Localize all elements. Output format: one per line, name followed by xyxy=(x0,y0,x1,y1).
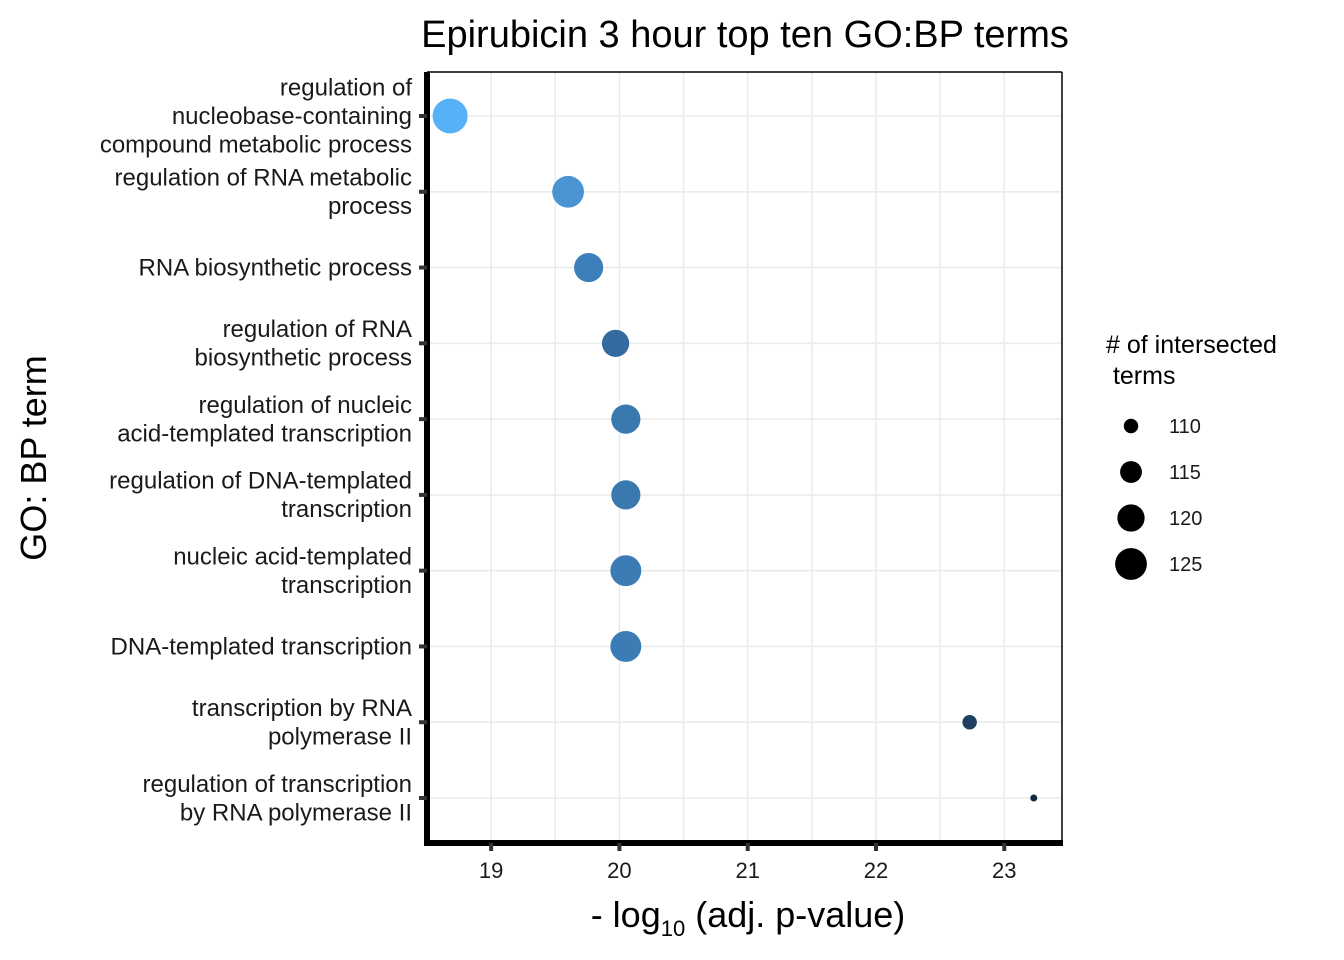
y-tick-label-line: compound metabolic process xyxy=(100,132,412,159)
y-tick-label: regulation of RNA biosynthetic process xyxy=(195,316,412,372)
y-tick-label: RNA biosynthetic process xyxy=(139,255,412,282)
x-axis-title-suffix: (adj. p-value) xyxy=(685,894,905,935)
data-point xyxy=(962,714,977,730)
legend-key xyxy=(1123,418,1139,434)
y-tick-label: regulation of transcription by RNA polyme… xyxy=(143,771,412,827)
x-axis-title-prefix: - log xyxy=(591,894,661,935)
data-point xyxy=(611,404,641,434)
y-tick-label-line: transcription xyxy=(281,572,412,599)
y-tick-label-line: regulation of nucleic xyxy=(199,392,412,419)
y-tick-label-line: nucleic acid-templated xyxy=(173,543,412,570)
y-tick-label-line: polymerase II xyxy=(268,723,412,750)
data-point xyxy=(432,98,468,134)
data-point xyxy=(1030,794,1038,802)
y-tick-label-line: acid-templated transcription xyxy=(117,420,412,447)
y-axis-title: GO: BP term xyxy=(13,355,54,560)
x-tick-label: 22 xyxy=(864,858,888,883)
y-tick-label-line: DNA-templated transcription xyxy=(111,633,412,660)
legend-items: 110 115 120 125 xyxy=(1115,416,1202,580)
y-tick-label-line: process xyxy=(328,193,412,220)
data-point xyxy=(610,555,642,587)
y-tick-label-line: regulation of transcription xyxy=(143,771,412,798)
y-tick-label-line: nucleobase-containing xyxy=(172,103,412,130)
legend: # of intersected terms 110 115 120 125 xyxy=(1106,331,1277,580)
chart-title: Epirubicin 3 hour top ten GO:BP terms xyxy=(421,14,1069,56)
y-tick-label-line: by RNA polymerase II xyxy=(180,799,412,826)
y-tick-label: DNA-templated transcription xyxy=(111,633,412,660)
y-tick-label: nucleic acid-templated transcription xyxy=(173,543,412,599)
x-axis-title-subscript: 10 xyxy=(661,916,685,941)
data-point xyxy=(574,252,604,283)
y-tick-label-line: regulation of DNA-templated xyxy=(109,468,412,495)
y-tick-label-line: regulation of RNA metabolic xyxy=(115,165,413,192)
y-tick-label: transcription by RNA polymerase II xyxy=(192,695,412,751)
grid-layer xyxy=(427,72,1062,843)
data-point xyxy=(601,329,630,357)
y-tick-label-line: RNA biosynthetic process xyxy=(139,255,412,282)
legend-key xyxy=(1115,548,1147,580)
y-tick-label-line: regulation of xyxy=(280,75,412,102)
y-tick-label: regulation of DNA-templated transcription xyxy=(109,468,412,524)
x-ticks-layer: 19 20 21 22 23 xyxy=(479,843,1017,883)
legend-label: 115 xyxy=(1169,462,1201,484)
legend-title-line-2: terms xyxy=(1106,362,1175,390)
legend-label: 110 xyxy=(1169,416,1201,438)
y-tick-label-line: regulation of RNA xyxy=(223,316,412,343)
y-tick-label-line: biosynthetic process xyxy=(195,345,412,372)
legend-label: 120 xyxy=(1169,508,1202,530)
points-layer xyxy=(432,98,1038,802)
legend-key xyxy=(1117,504,1145,532)
y-tick-label-line: transcription xyxy=(281,496,412,523)
x-tick-label: 20 xyxy=(607,858,631,883)
data-point xyxy=(611,480,641,510)
y-tick-label-line: transcription by RNA xyxy=(192,695,412,722)
y-tick-label: regulation of nucleic acid-templated tran… xyxy=(117,392,412,448)
data-point xyxy=(610,630,642,662)
x-tick-label: 23 xyxy=(992,858,1016,883)
x-axis-title: - log10 (adj. p-value) xyxy=(591,894,906,941)
y-tick-label: regulation of RNA metabolic process xyxy=(115,165,413,221)
x-tick-label: 19 xyxy=(479,858,503,883)
legend-title-line-1: # of intersected xyxy=(1106,331,1277,359)
y-ticks-layer: regulation of nucleobase-containing compou… xyxy=(100,75,427,827)
legend-label: 125 xyxy=(1169,554,1202,576)
y-tick-label: regulation of nucleobase-containing compou… xyxy=(100,75,413,159)
x-tick-label: 21 xyxy=(735,858,759,883)
legend-key xyxy=(1120,461,1142,483)
data-point xyxy=(552,175,585,208)
